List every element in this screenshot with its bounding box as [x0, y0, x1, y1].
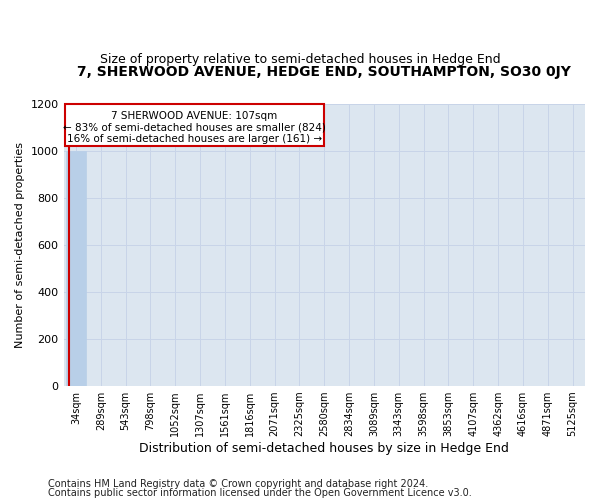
Text: ← 83% of semi-detached houses are smaller (824): ← 83% of semi-detached houses are smalle…: [63, 123, 326, 133]
Text: Contains public sector information licensed under the Open Government Licence v3: Contains public sector information licen…: [48, 488, 472, 498]
Title: 7, SHERWOOD AVENUE, HEDGE END, SOUTHAMPTON, SO30 0JY: 7, SHERWOOD AVENUE, HEDGE END, SOUTHAMPT…: [77, 65, 571, 79]
Text: 7 SHERWOOD AVENUE: 107sqm: 7 SHERWOOD AVENUE: 107sqm: [112, 111, 278, 121]
X-axis label: Distribution of semi-detached houses by size in Hedge End: Distribution of semi-detached houses by …: [139, 442, 509, 455]
Text: Size of property relative to semi-detached houses in Hedge End: Size of property relative to semi-detach…: [100, 52, 500, 66]
Text: Contains HM Land Registry data © Crown copyright and database right 2024.: Contains HM Land Registry data © Crown c…: [48, 479, 428, 489]
FancyBboxPatch shape: [65, 104, 324, 146]
Bar: [66, 151, 86, 386]
Text: 16% of semi-detached houses are larger (161) →: 16% of semi-detached houses are larger (…: [67, 134, 322, 144]
Y-axis label: Number of semi-detached properties: Number of semi-detached properties: [15, 142, 25, 348]
